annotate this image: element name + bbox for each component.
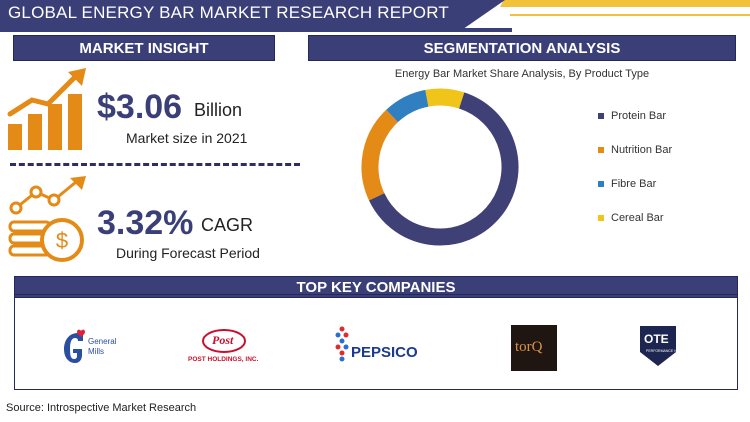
legend-item-fibre-bar: Fibre Bar xyxy=(598,178,672,190)
legend-item-cereal-bar: Cereal Bar xyxy=(598,212,672,224)
pepsico-dots-icon xyxy=(335,326,349,362)
legend-swatch xyxy=(598,147,604,153)
cagr-caption: During Forecast Period xyxy=(116,245,260,261)
cagr-value: 3.32% xyxy=(97,204,194,242)
post-text: Post xyxy=(212,333,234,347)
legend-swatch xyxy=(598,181,604,187)
market-size-unit: Billion xyxy=(194,100,243,120)
svg-text:$: $ xyxy=(56,228,68,253)
divider-dashed xyxy=(10,163,300,166)
companies-panel xyxy=(14,294,738,390)
post-holdings-text: POST HOLDINGS, INC. xyxy=(188,356,259,363)
torq-text: torQ xyxy=(515,339,543,355)
ote-subtext: PERFORMANCE NUTRITION xyxy=(646,349,694,353)
legend-item-nutrition-bar: Nutrition Bar xyxy=(598,144,672,156)
chart-title: Energy Bar Market Share Analysis, By Pro… xyxy=(394,68,650,80)
segmentation-heading: SEGMENTATION ANALYSIS xyxy=(308,35,736,61)
general-mills-logo: General Mills xyxy=(62,329,132,365)
header-gold-line xyxy=(510,14,750,16)
general-mills-text-1: General xyxy=(88,337,117,346)
donut-slice-protein-bar xyxy=(368,92,519,246)
ote-text: OTE xyxy=(644,332,669,346)
legend-swatch xyxy=(598,215,604,221)
legend-label: Fibre Bar xyxy=(611,178,657,190)
donut-chart xyxy=(361,88,519,246)
legend-item-protein-bar: Protein Bar xyxy=(598,110,672,122)
post-badge-icon xyxy=(202,329,246,353)
pepsico-logo: PEPSICO xyxy=(334,324,418,364)
growth-chart-icon xyxy=(7,68,86,150)
coins-growth-icon: $ xyxy=(8,176,86,262)
general-mills-g-icon xyxy=(64,329,85,363)
torq-logo: torQ xyxy=(511,325,557,371)
legend-label: Nutrition Bar xyxy=(611,144,673,156)
donut-slice-fibre-bar xyxy=(386,89,429,123)
title-banner-underline xyxy=(0,28,512,32)
market-size-caption: Market size in 2021 xyxy=(126,130,248,146)
market-size-value: $3.06 xyxy=(97,88,183,126)
market-insight-heading: MARKET INSIGHT xyxy=(13,35,275,61)
ote-shield-icon xyxy=(640,326,676,366)
chart-legend: Protein Bar Nutrition Bar Fibre Bar Cereal … xyxy=(598,110,672,224)
title-banner xyxy=(0,0,505,28)
general-mills-text-2: Mills xyxy=(88,347,104,356)
cagr-unit: CAGR xyxy=(201,215,254,235)
post-holdings-logo: Post POST HOLDINGS, INC. xyxy=(186,329,262,367)
source-note: Source: Introspective Market Research xyxy=(6,402,197,414)
ote-logo: OTE PERFORMANCE NUTRITION xyxy=(636,322,693,368)
page-title: GLOBAL ENERGY BAR MARKET RESEARCH REPORT xyxy=(8,3,449,22)
donut-slice-cereal-bar xyxy=(425,88,465,109)
donut-slice-nutrition-bar xyxy=(361,109,399,201)
pepsico-text: PEPSICO xyxy=(351,344,418,361)
companies-heading: TOP KEY COMPANIES xyxy=(14,276,738,298)
legend-swatch xyxy=(598,113,604,119)
legend-label: Protein Bar xyxy=(611,110,667,122)
legend-label: Cereal Bar xyxy=(611,212,664,224)
header-gold-accent xyxy=(500,0,750,7)
